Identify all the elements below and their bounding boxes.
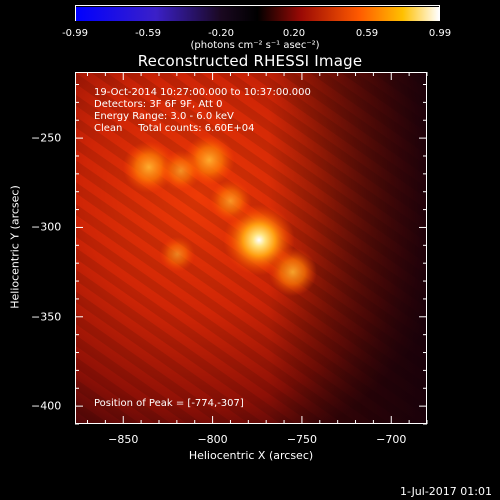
colorbar-unit-label: (photons cm⁻² s⁻¹ asec⁻²): [190, 40, 320, 51]
colorbar: [75, 5, 440, 21]
y-tick-label: −350: [31, 310, 62, 324]
emission-source: [122, 141, 175, 194]
colorbar-tick: -0.20: [208, 28, 234, 39]
colorbar-tick: 0.20: [282, 28, 306, 39]
y-axis-label: Heliocentric Y (arcsec): [8, 185, 22, 309]
heatmap-image: [76, 73, 426, 423]
x-tick-label: −850: [108, 433, 139, 446]
plot-area: 19-Oct-2014 10:27:00.000 to 10:37:00.000…: [75, 72, 427, 424]
x-tick-label: −750: [286, 433, 318, 446]
colorbar-tick: -0.99: [62, 28, 88, 39]
x-tick-label: −700: [376, 433, 407, 446]
x-axis-label: Heliocentric X (arcsec): [188, 449, 314, 462]
emission-source: [160, 150, 202, 191]
peak-position-label: Position of Peak = [-774,-307]: [94, 398, 244, 409]
colorbar-tick: -0.59: [135, 28, 161, 39]
colorbar-gradient: [76, 7, 439, 21]
emission-source: [209, 180, 252, 222]
colorbar-tick: 0.99: [428, 28, 452, 39]
colorbar-tick: 0.59: [355, 28, 379, 39]
source-layer: [122, 134, 317, 297]
x-tick-label: −800: [197, 433, 228, 446]
annotation-time-range: 19-Oct-2014 10:27:00.000 to 10:37:00.000: [94, 87, 311, 98]
annotation-energy-range: Energy Range: 3.0 - 6.0 keV: [94, 111, 234, 122]
annotation-detectors: Detectors: 3F 6F 9F, Att 0: [94, 99, 223, 110]
y-tick-label: −250: [31, 131, 62, 145]
footer-date: 1-Jul-2017 01:01: [399, 485, 492, 498]
emission-source: [268, 247, 317, 297]
y-tick-label: −300: [31, 220, 62, 234]
emission-source: [159, 236, 195, 272]
annotation-total-counts: Clean Total counts: 6.60E+04: [94, 123, 255, 134]
chart-title: Reconstructed RHESSI Image: [137, 52, 363, 70]
y-tick-label: −400: [31, 399, 62, 413]
